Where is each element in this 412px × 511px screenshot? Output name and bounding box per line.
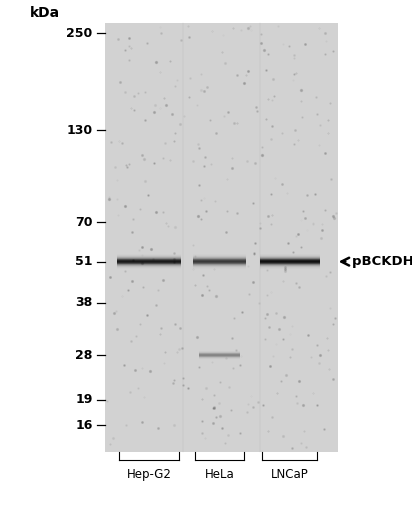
Text: LNCaP: LNCaP: [271, 468, 309, 480]
Text: 130: 130: [67, 124, 93, 137]
Text: 28: 28: [75, 349, 93, 362]
Text: pBCKDHA (S292): pBCKDHA (S292): [352, 255, 412, 268]
Text: 19: 19: [75, 393, 93, 406]
Text: Hep-G2: Hep-G2: [127, 468, 171, 480]
Text: 38: 38: [75, 296, 93, 309]
Bar: [105, 23, 338, 452]
Text: 70: 70: [75, 216, 93, 229]
Text: 250: 250: [66, 27, 93, 40]
Text: 51: 51: [75, 255, 93, 268]
Text: 16: 16: [75, 419, 93, 432]
Text: kDa: kDa: [30, 6, 61, 20]
Text: HeLa: HeLa: [205, 468, 234, 480]
